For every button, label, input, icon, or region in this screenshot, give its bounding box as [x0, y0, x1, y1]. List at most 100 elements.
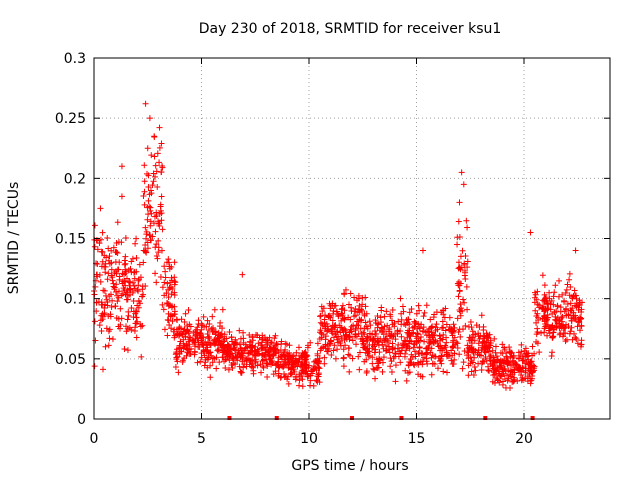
data-point	[425, 328, 432, 335]
data-point	[379, 359, 386, 366]
data-point	[570, 309, 577, 316]
data-point	[288, 366, 295, 373]
data-point	[412, 348, 419, 355]
data-point	[541, 298, 548, 305]
data-point	[456, 264, 463, 271]
data-point	[115, 294, 122, 301]
data-point	[198, 320, 205, 327]
data-point	[130, 269, 137, 276]
data-point	[478, 347, 485, 354]
data-point	[183, 352, 190, 359]
data-point	[515, 354, 522, 361]
data-point	[310, 363, 317, 370]
data-point	[165, 317, 172, 324]
data-point	[361, 331, 368, 338]
data-point	[91, 243, 98, 250]
data-point	[223, 344, 230, 351]
data-point	[361, 325, 368, 332]
baseline-marker	[274, 416, 279, 420]
data-point	[289, 356, 296, 363]
data-point	[326, 340, 333, 347]
data-point	[561, 297, 568, 304]
y-axis-ticks: 0 0.05 0.1 0.15 0.2 0.25 0.3	[55, 51, 610, 428]
data-point	[399, 344, 406, 351]
data-point	[109, 297, 116, 304]
data-point	[375, 342, 382, 349]
data-point	[534, 325, 541, 332]
data-point	[345, 314, 352, 321]
data-point	[329, 317, 336, 324]
data-point	[166, 322, 173, 329]
data-point	[485, 334, 492, 341]
data-point	[122, 234, 129, 241]
data-point	[163, 290, 170, 297]
data-point	[145, 184, 152, 191]
data-point	[546, 325, 553, 332]
data-point	[165, 294, 172, 301]
data-point	[444, 369, 451, 376]
data-point	[281, 371, 288, 378]
data-point	[104, 235, 111, 242]
data-point	[308, 368, 315, 375]
data-point	[381, 313, 388, 320]
data-point	[250, 370, 257, 377]
data-point	[380, 354, 387, 361]
data-point	[246, 338, 253, 345]
data-point	[275, 370, 282, 377]
data-point	[476, 323, 483, 330]
data-point	[558, 314, 565, 321]
data-point	[409, 354, 416, 361]
data-point	[260, 357, 267, 364]
data-point	[160, 306, 167, 313]
data-point	[424, 360, 431, 367]
data-point	[135, 288, 142, 295]
data-point	[200, 347, 207, 354]
data-point	[104, 302, 111, 309]
data-point	[249, 333, 256, 340]
data-point	[229, 365, 236, 372]
data-point	[269, 358, 276, 365]
data-point	[453, 339, 460, 346]
data-point	[321, 360, 328, 367]
data-point	[110, 244, 117, 251]
data-point	[403, 377, 410, 384]
data-point	[434, 365, 441, 372]
data-point	[544, 311, 551, 318]
baseline-marker	[483, 416, 488, 420]
data-point	[467, 360, 474, 367]
data-point	[189, 337, 196, 344]
data-point	[216, 359, 223, 366]
data-point	[172, 364, 179, 371]
data-point	[236, 363, 243, 370]
data-point	[341, 325, 348, 332]
data-point	[449, 328, 456, 335]
data-point	[105, 245, 112, 252]
data-point	[345, 351, 352, 358]
data-point	[319, 320, 326, 327]
data-point	[374, 313, 381, 320]
data-point	[404, 329, 411, 336]
x-tick-label: 10	[300, 431, 318, 447]
data-point	[402, 338, 409, 345]
data-point	[455, 329, 462, 336]
data-point	[314, 340, 321, 347]
data-point	[567, 328, 574, 335]
x-tick-label: 15	[408, 431, 426, 447]
data-point	[152, 228, 159, 235]
data-point	[105, 270, 112, 277]
data-point	[555, 293, 562, 300]
data-point	[138, 353, 145, 360]
data-point	[460, 296, 467, 303]
data-point	[261, 344, 268, 351]
data-point	[399, 303, 406, 310]
data-point	[328, 325, 335, 332]
data-point	[445, 326, 452, 333]
data-point	[159, 284, 166, 291]
data-point	[166, 284, 173, 291]
data-point	[153, 168, 160, 175]
data-point	[206, 321, 213, 328]
data-point	[450, 327, 457, 334]
data-point	[204, 335, 211, 342]
data-point	[141, 162, 148, 169]
data-point	[415, 349, 422, 356]
